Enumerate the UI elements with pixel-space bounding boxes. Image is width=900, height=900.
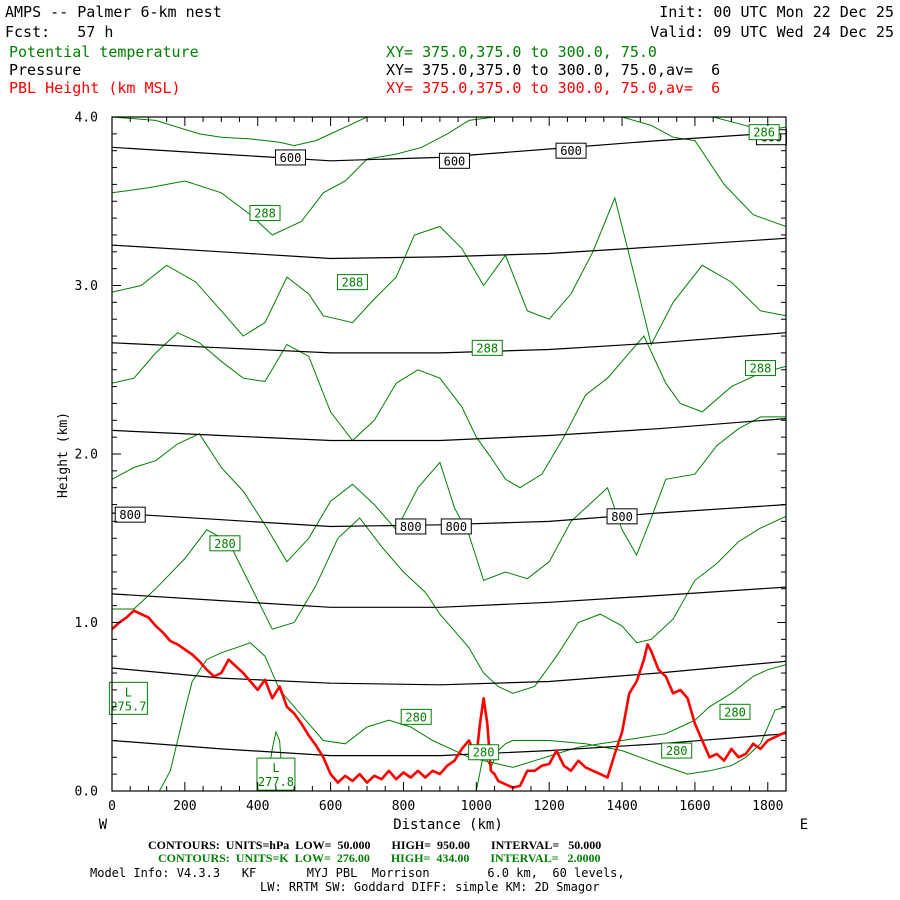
pbl-height-line [112, 609, 786, 789]
model-info-line1: Model Info: V4.3.3 KF MYJ PBL Morrison 6… [90, 866, 625, 880]
field-theta-name: Potential temperature [9, 43, 199, 61]
theta-contour-4 [112, 416, 786, 582]
minimum-box-1 [256, 757, 296, 791]
y-tick-label-3: 3.0 [75, 279, 98, 294]
east-label: E [800, 817, 808, 833]
theta-label-9: 280 [666, 744, 688, 758]
axes-group: 0 200 400 600 800 1000 1200 1400 1600 1800 0.0 1.0 2… [75, 111, 787, 814]
theta-label-box-9 [661, 742, 693, 759]
theta-label-box-0 [249, 205, 281, 222]
x-tick-label-4: 800 [392, 799, 415, 814]
field-pbl-name: PBL Height (km MSL) [9, 79, 181, 97]
x-tick-label-9: 1800 [752, 799, 783, 814]
minimum-letter-0: L [125, 685, 132, 699]
y-tick-label-4: 4.0 [75, 111, 98, 126]
isobar-label-5: 800 [400, 520, 422, 534]
x-tick-label-1: 200 [173, 799, 196, 814]
isobar-label-box-1 [438, 152, 470, 169]
init-time: Init: 00 UTC Mon 22 Dec 25 [659, 3, 894, 21]
minimum-letter-1: L [272, 761, 279, 775]
x-tick-label-6: 1200 [534, 799, 565, 814]
theta-label-box-2 [471, 339, 503, 356]
theta-contour-0 [112, 117, 786, 147]
contour-labels-group: 6006006006008008008008002882882882882862… [108, 124, 787, 791]
x-tick-label-2: 400 [246, 799, 269, 814]
isobar-2 [112, 332, 786, 354]
field-theta-xy: XY= 375.0,375.0 to 300.0, 75.0 [386, 43, 657, 61]
theta-contour-6 [158, 642, 786, 791]
minimum-box-0 [108, 681, 148, 715]
theta-contours-group [112, 117, 786, 791]
theta-contour-1 [112, 117, 786, 236]
theta-label-2: 288 [476, 341, 498, 355]
isobar-label-1: 600 [444, 154, 466, 168]
field-pressure-name: Pressure [9, 61, 82, 79]
isobar-label-box-0 [275, 149, 307, 166]
y-axis-label: Height (km) [56, 412, 71, 498]
isobar-label-box-7 [606, 508, 638, 525]
model-title: AMPS -- Palmer 6-km nest [5, 3, 222, 21]
theta-label-8: 280 [724, 705, 746, 719]
isobar-label-box-5 [395, 518, 427, 535]
theta-label-box-4 [748, 124, 780, 141]
isobar-label-0: 600 [280, 151, 302, 165]
x-axis-label: Distance (km) [393, 817, 503, 833]
pressure-contour-info: CONTOURS: UNITS=hPa LOW= 50.000 HIGH= 95… [148, 838, 602, 852]
isobar-label-7: 800 [611, 510, 633, 524]
theta-label-1: 288 [342, 276, 364, 290]
isobar-4 [112, 504, 786, 528]
theta-contour-2 [112, 196, 786, 346]
x-tick-label-3: 600 [319, 799, 342, 814]
theta-label-6: 280 [405, 710, 427, 724]
pbl-height-group [112, 609, 786, 789]
theta-label-box-8 [719, 703, 751, 720]
isobar-7 [112, 733, 786, 757]
isobar-label-4: 800 [119, 508, 141, 522]
isobar-3 [112, 418, 786, 442]
isobar-6 [112, 660, 786, 686]
x-tick-label-8: 1600 [679, 799, 710, 814]
minimum-value-1: 277.8 [258, 775, 294, 789]
field-pressure-xy: XY= 375.0,375.0 to 300.0, 75.0,av= 6 [386, 61, 721, 79]
isobar-label-box-6 [440, 518, 472, 535]
isobar-5 [112, 586, 786, 608]
model-info-line2: LW: RRTM SW: Goddard DIFF: simple KM: 2D… [260, 880, 600, 894]
x-tick-label-7: 1400 [606, 799, 637, 814]
west-label: W [99, 817, 108, 833]
theta-contour-3 [112, 332, 786, 489]
isobar-label-box-2 [555, 142, 587, 159]
theta-label-3: 288 [750, 362, 772, 376]
theta-contour-info: CONTOURS: UNITS=K LOW= 276.00 HIGH= 434.… [158, 851, 601, 865]
theta-label-0: 288 [254, 207, 276, 221]
theta-contour-5 [112, 515, 786, 694]
isobar-label-box-4 [114, 506, 146, 523]
theta-label-box-5 [209, 535, 241, 552]
theta-label-5: 280 [214, 537, 236, 551]
minimum-value-0: 275.7 [110, 699, 146, 713]
y-tick-label-1: 1.0 [75, 616, 98, 631]
x-tick-label-5: 1000 [461, 799, 492, 814]
field-pbl-xy: XY= 375.0,375.0 to 300.0, 75.0,av= 6 [386, 79, 721, 97]
y-tick-label-2: 2.0 [75, 448, 98, 463]
theta-label-box-6 [400, 708, 432, 725]
theta-label-box-3 [744, 360, 776, 377]
y-tick-label-0: 0.0 [75, 785, 98, 800]
theta-label-box-7 [468, 744, 500, 761]
isobar-1 [112, 237, 786, 260]
theta-label-7: 280 [473, 746, 495, 760]
theta-label-box-1 [336, 274, 368, 291]
forecast-hour: Fcst: 57 h [5, 23, 114, 41]
theta-label-4: 286 [753, 126, 775, 140]
isobar-label-2: 600 [560, 144, 582, 158]
x-tick-label-0: 0 [108, 799, 116, 814]
valid-time: Valid: 09 UTC Wed 24 Dec 25 [650, 23, 894, 41]
pressure-contours-group [112, 131, 786, 757]
isobar-label-6: 800 [445, 520, 467, 534]
